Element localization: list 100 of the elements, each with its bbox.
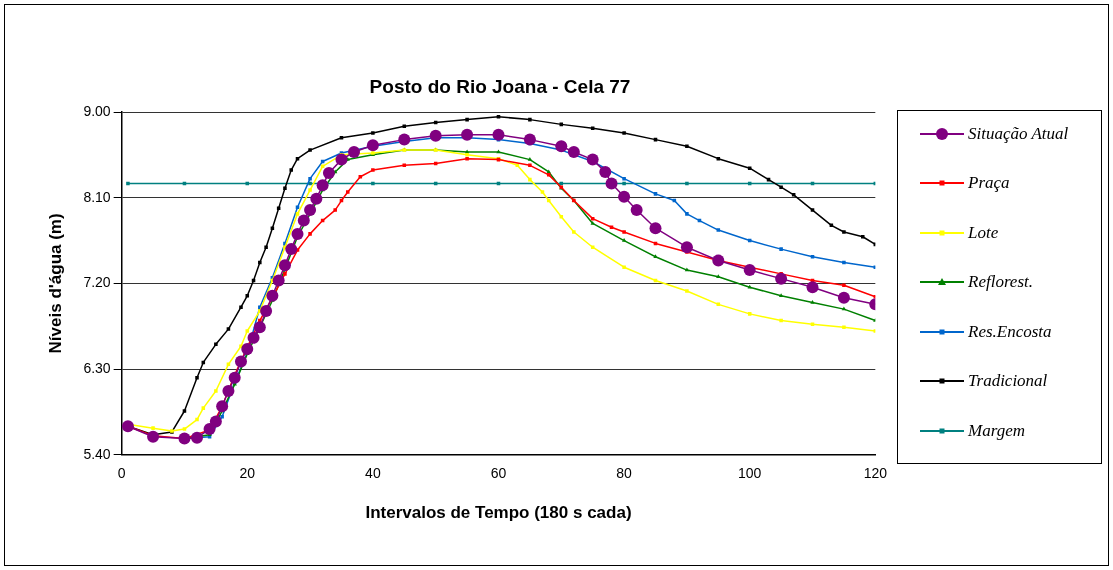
point bbox=[461, 128, 474, 141]
point bbox=[810, 299, 815, 304]
y-axis-title: Níveis d'água (m) bbox=[45, 213, 65, 354]
point bbox=[335, 153, 348, 166]
point bbox=[295, 212, 300, 216]
legend-label: Praça bbox=[968, 173, 1010, 194]
point bbox=[630, 204, 643, 217]
point bbox=[622, 176, 626, 181]
point bbox=[276, 206, 281, 210]
point bbox=[178, 432, 191, 445]
point bbox=[842, 260, 846, 265]
point bbox=[126, 181, 130, 186]
point bbox=[527, 157, 533, 161]
point bbox=[618, 190, 631, 203]
point bbox=[289, 168, 293, 172]
point bbox=[151, 426, 155, 430]
point bbox=[245, 294, 250, 298]
y-tick-label: 9.00 bbox=[83, 102, 111, 119]
point bbox=[272, 274, 285, 287]
point bbox=[609, 225, 614, 229]
point bbox=[873, 318, 876, 322]
y-tick-label: 7.20 bbox=[83, 274, 111, 291]
point bbox=[860, 234, 865, 239]
point bbox=[680, 241, 693, 254]
point bbox=[496, 114, 501, 119]
point bbox=[316, 179, 329, 192]
point bbox=[778, 293, 784, 298]
point bbox=[333, 208, 337, 212]
point bbox=[779, 247, 783, 251]
x-tick-label: 20 bbox=[239, 465, 256, 482]
point bbox=[216, 400, 229, 413]
point bbox=[540, 190, 545, 194]
point bbox=[222, 385, 235, 397]
point bbox=[621, 238, 627, 242]
point bbox=[546, 173, 551, 177]
point bbox=[685, 212, 689, 216]
legend-label: Tradicional bbox=[968, 371, 1048, 392]
point bbox=[429, 129, 442, 142]
point bbox=[465, 156, 469, 161]
point bbox=[649, 222, 662, 235]
point bbox=[283, 272, 287, 276]
point bbox=[203, 423, 216, 436]
point bbox=[147, 430, 160, 443]
point bbox=[528, 163, 532, 168]
chart-title: Posto do Rio Joana - Cela 77 bbox=[368, 76, 632, 98]
point bbox=[239, 305, 243, 309]
point bbox=[209, 415, 222, 428]
point bbox=[622, 230, 626, 234]
point bbox=[253, 321, 266, 334]
point bbox=[590, 245, 595, 249]
point bbox=[228, 371, 241, 384]
point bbox=[358, 174, 363, 179]
point bbox=[590, 126, 595, 130]
point bbox=[743, 264, 756, 277]
point bbox=[247, 331, 260, 344]
point bbox=[590, 220, 595, 225]
point bbox=[345, 190, 350, 194]
point bbox=[555, 140, 568, 153]
point bbox=[295, 205, 300, 209]
point bbox=[747, 312, 752, 316]
x-tick-label: 120 bbox=[863, 465, 888, 482]
point bbox=[492, 128, 505, 141]
point bbox=[716, 274, 721, 278]
point bbox=[304, 204, 317, 217]
point bbox=[278, 259, 291, 272]
point bbox=[201, 406, 206, 410]
point bbox=[264, 245, 268, 249]
point bbox=[528, 117, 532, 122]
x-tick-label: 60 bbox=[490, 465, 507, 482]
point bbox=[842, 283, 846, 288]
point bbox=[806, 281, 819, 294]
x-tick-label: 100 bbox=[738, 465, 762, 482]
point bbox=[685, 289, 689, 293]
point bbox=[308, 148, 312, 152]
point bbox=[465, 153, 469, 157]
point bbox=[653, 254, 658, 258]
point bbox=[622, 181, 626, 186]
point bbox=[297, 214, 310, 227]
point bbox=[226, 327, 231, 331]
point bbox=[572, 230, 576, 234]
point bbox=[716, 228, 721, 232]
point bbox=[241, 343, 254, 356]
point bbox=[371, 181, 375, 186]
y-tick-label: 6.30 bbox=[83, 359, 111, 376]
point bbox=[348, 145, 361, 158]
y-tick-label: 8.10 bbox=[83, 188, 111, 205]
point bbox=[779, 318, 783, 323]
point bbox=[837, 291, 850, 304]
point bbox=[191, 431, 204, 444]
point bbox=[258, 260, 262, 265]
point bbox=[214, 389, 218, 393]
point bbox=[234, 355, 247, 368]
point bbox=[810, 254, 815, 259]
point bbox=[528, 177, 532, 182]
point bbox=[779, 185, 783, 189]
point bbox=[121, 420, 134, 433]
point bbox=[605, 177, 618, 190]
point bbox=[567, 145, 580, 158]
point bbox=[182, 427, 187, 431]
point bbox=[195, 417, 199, 422]
